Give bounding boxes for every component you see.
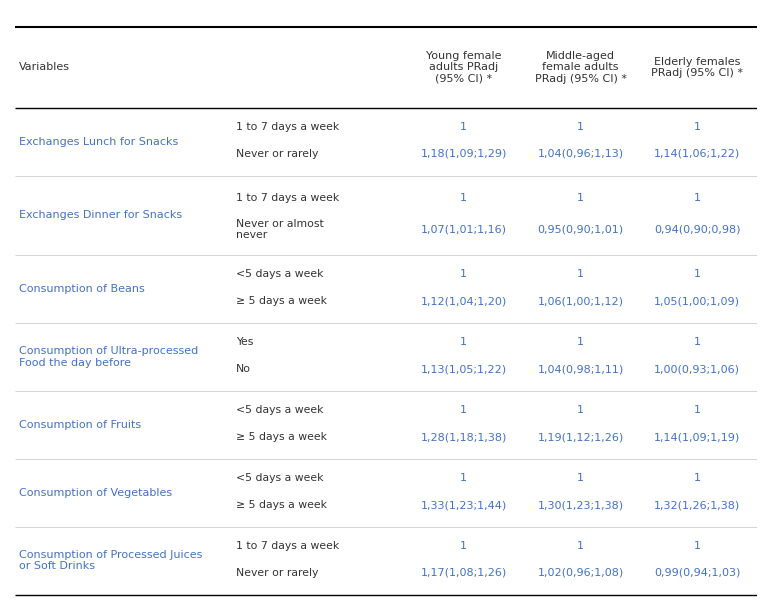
Text: 0,94(0,90;0,98): 0,94(0,90;0,98) bbox=[654, 225, 740, 235]
Text: Consumption of Vegetables: Consumption of Vegetables bbox=[19, 488, 172, 498]
Text: 1: 1 bbox=[460, 473, 467, 483]
Text: 1,19(1,12;1,26): 1,19(1,12;1,26) bbox=[537, 432, 624, 442]
Text: 1,14(1,09;1,19): 1,14(1,09;1,19) bbox=[654, 432, 740, 442]
Text: 1,04(0,96;1,13): 1,04(0,96;1,13) bbox=[537, 149, 624, 159]
Text: Variables: Variables bbox=[19, 63, 70, 72]
Text: Consumption of Ultra-processed
Food the day before: Consumption of Ultra-processed Food the … bbox=[19, 346, 198, 368]
Text: 1: 1 bbox=[577, 122, 584, 132]
Text: 1,33(1,23;1,44): 1,33(1,23;1,44) bbox=[421, 500, 507, 510]
Text: 1,14(1,06;1,22): 1,14(1,06;1,22) bbox=[654, 149, 740, 159]
Text: <5 days a week: <5 days a week bbox=[236, 405, 323, 415]
Text: 1,07(1,01;1,16): 1,07(1,01;1,16) bbox=[421, 225, 506, 235]
Text: 1: 1 bbox=[694, 405, 701, 415]
Text: 1,05(1,00;1,09): 1,05(1,00;1,09) bbox=[655, 297, 740, 306]
Text: 1: 1 bbox=[694, 473, 701, 483]
Text: 1: 1 bbox=[694, 269, 701, 279]
Text: 1,28(1,18;1,38): 1,28(1,18;1,38) bbox=[421, 432, 507, 442]
Text: 1: 1 bbox=[577, 473, 584, 483]
Text: Consumption of Beans: Consumption of Beans bbox=[19, 284, 145, 294]
Text: 1: 1 bbox=[460, 122, 467, 132]
Text: 1: 1 bbox=[577, 193, 584, 203]
Text: Middle-aged
female adults
PRadj (95% CI) *: Middle-aged female adults PRadj (95% CI)… bbox=[534, 51, 627, 84]
Text: 1: 1 bbox=[577, 541, 584, 551]
Text: 1,13(1,05;1,22): 1,13(1,05;1,22) bbox=[421, 364, 507, 374]
Text: 1: 1 bbox=[694, 122, 701, 132]
Text: 1,18(1,09;1,29): 1,18(1,09;1,29) bbox=[421, 149, 507, 159]
Text: Never or rarely: Never or rarely bbox=[236, 149, 319, 159]
Text: Young female
adults PRadj
(95% CI) *: Young female adults PRadj (95% CI) * bbox=[426, 51, 502, 84]
Text: 1,12(1,04;1,20): 1,12(1,04;1,20) bbox=[421, 297, 507, 306]
Text: No: No bbox=[236, 364, 252, 374]
Text: <5 days a week: <5 days a week bbox=[236, 269, 323, 279]
Text: 1: 1 bbox=[694, 337, 701, 347]
Text: Exchanges Dinner for Snacks: Exchanges Dinner for Snacks bbox=[19, 211, 182, 220]
Text: 1: 1 bbox=[694, 541, 701, 551]
Text: 1: 1 bbox=[460, 337, 467, 347]
Text: 1,30(1,23;1,38): 1,30(1,23;1,38) bbox=[537, 500, 624, 510]
Text: Never or rarely: Never or rarely bbox=[236, 568, 319, 578]
Text: 1 to 7 days a week: 1 to 7 days a week bbox=[236, 122, 340, 132]
Text: 1,32(1,26;1,38): 1,32(1,26;1,38) bbox=[654, 500, 740, 510]
Text: 1 to 7 days a week: 1 to 7 days a week bbox=[236, 541, 340, 551]
Text: ≥ 5 days a week: ≥ 5 days a week bbox=[236, 432, 327, 442]
Text: Yes: Yes bbox=[236, 337, 254, 347]
Text: Consumption of Processed Juices
or Soft Drinks: Consumption of Processed Juices or Soft … bbox=[19, 550, 202, 572]
Text: 1: 1 bbox=[460, 405, 467, 415]
Text: 1,02(0,96;1,08): 1,02(0,96;1,08) bbox=[537, 568, 624, 578]
Text: 1: 1 bbox=[460, 541, 467, 551]
Text: 1: 1 bbox=[460, 193, 467, 203]
Text: Consumption of Fruits: Consumption of Fruits bbox=[19, 420, 141, 430]
Text: 1 to 7 days a week: 1 to 7 days a week bbox=[236, 193, 340, 203]
Text: Never or almost
never: Never or almost never bbox=[236, 219, 324, 241]
Text: 0,99(0,94;1,03): 0,99(0,94;1,03) bbox=[654, 568, 740, 578]
Text: 1,04(0,98;1,11): 1,04(0,98;1,11) bbox=[537, 364, 624, 374]
Text: 1: 1 bbox=[460, 269, 467, 279]
Text: 1: 1 bbox=[577, 269, 584, 279]
Text: ≥ 5 days a week: ≥ 5 days a week bbox=[236, 500, 327, 510]
Text: 1: 1 bbox=[694, 193, 701, 203]
Text: 1: 1 bbox=[577, 337, 584, 347]
Text: 0,95(0,90;1,01): 0,95(0,90;1,01) bbox=[537, 225, 624, 235]
Text: 1,00(0,93;1,06): 1,00(0,93;1,06) bbox=[655, 364, 740, 374]
Text: 1,06(1,00;1,12): 1,06(1,00;1,12) bbox=[537, 297, 624, 306]
Text: ≥ 5 days a week: ≥ 5 days a week bbox=[236, 297, 327, 306]
Text: Exchanges Lunch for Snacks: Exchanges Lunch for Snacks bbox=[19, 137, 178, 147]
Text: <5 days a week: <5 days a week bbox=[236, 473, 323, 483]
Text: 1: 1 bbox=[577, 405, 584, 415]
Text: Elderly females
PRadj (95% CI) *: Elderly females PRadj (95% CI) * bbox=[652, 56, 743, 78]
Text: 1,17(1,08;1,26): 1,17(1,08;1,26) bbox=[421, 568, 507, 578]
